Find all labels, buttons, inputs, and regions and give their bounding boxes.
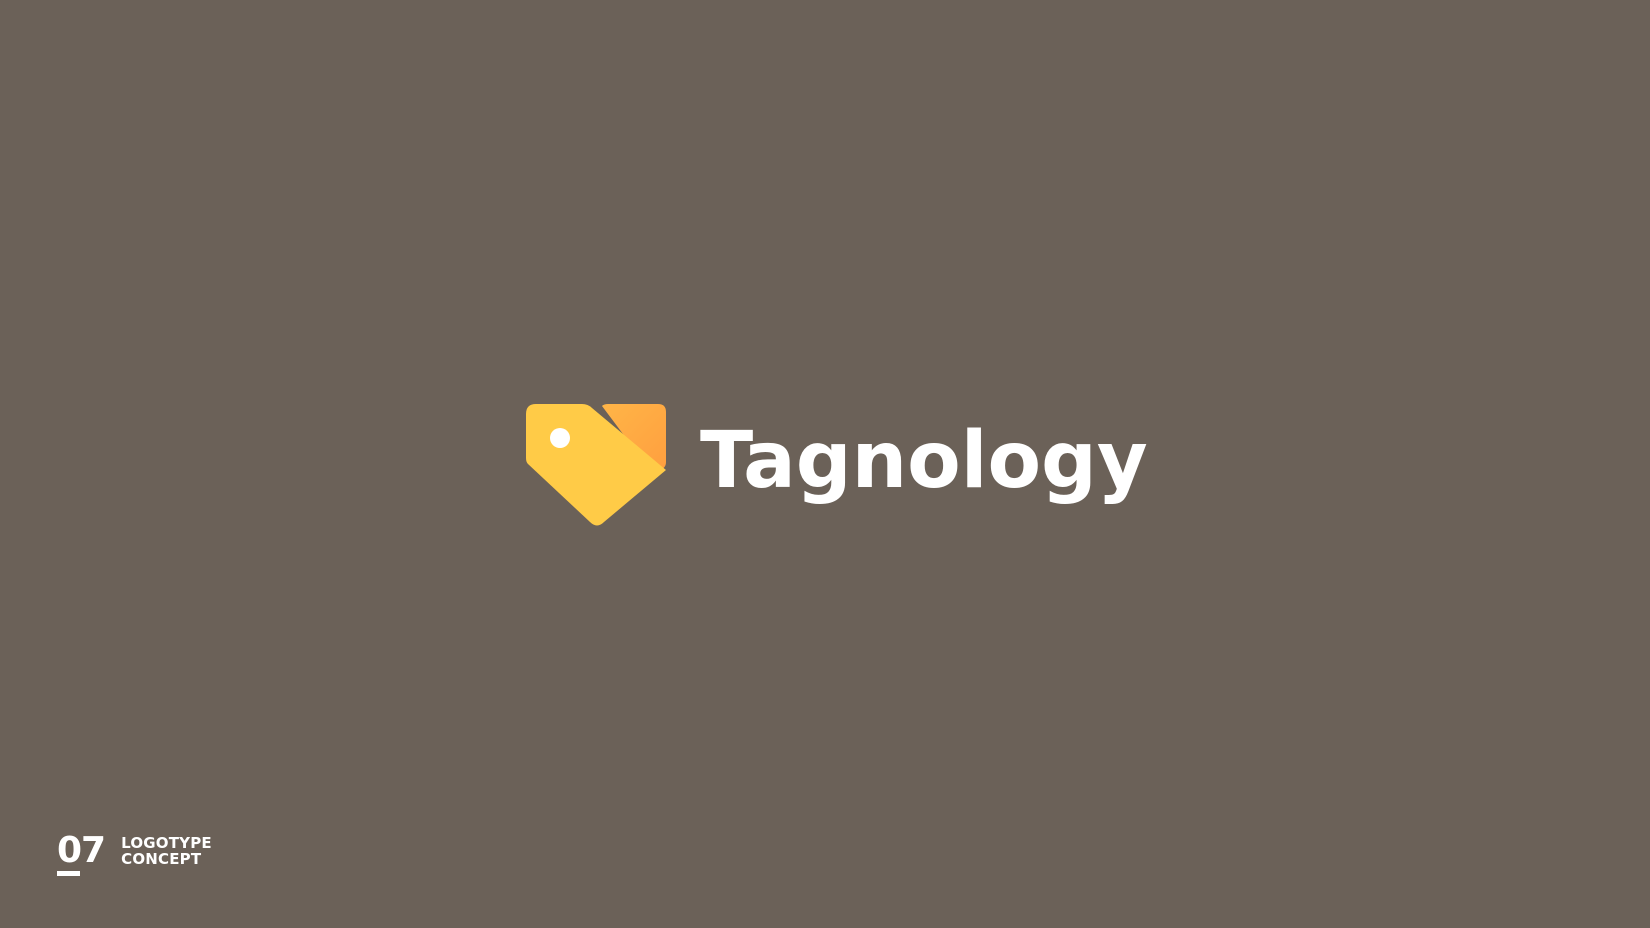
tag-hole [550, 428, 570, 448]
slide-number-text: 07 [57, 830, 106, 871]
slide-caption-line1: LOGOTYPE [121, 834, 212, 852]
slide-caption-line2: CONCEPT [121, 850, 202, 868]
tag-back-shape [602, 404, 666, 470]
logo-lockup: Tagnology [526, 402, 1148, 528]
slide-caption: LOGOTYPE CONCEPT [121, 835, 212, 867]
brand-wordmark: Tagnology [700, 416, 1148, 506]
slide-number-underline [57, 871, 80, 876]
heart-price-tag-icon [526, 404, 666, 526]
slide-footer: 07 LOGOTYPE CONCEPT [57, 830, 212, 876]
slide-number: 07 [57, 830, 106, 876]
